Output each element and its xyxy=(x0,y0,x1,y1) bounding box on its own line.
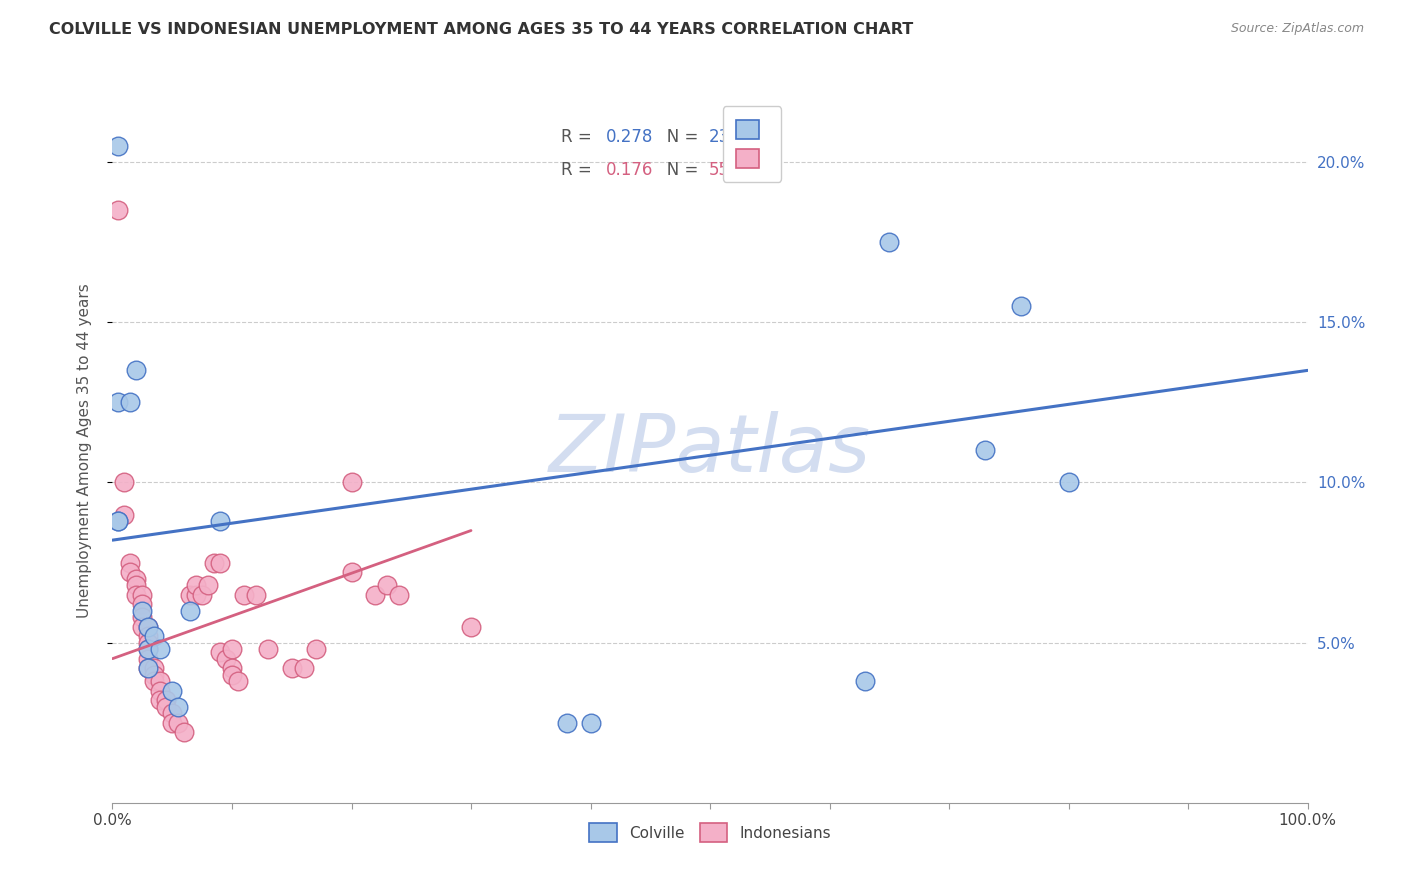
Point xyxy=(131,588,153,602)
Point xyxy=(855,674,877,689)
Point xyxy=(377,578,399,592)
Point xyxy=(364,588,387,602)
Text: 0.176: 0.176 xyxy=(606,161,654,179)
Point xyxy=(120,556,142,570)
Point xyxy=(340,565,363,579)
Point xyxy=(340,475,363,490)
Point xyxy=(226,674,249,689)
Point xyxy=(879,235,901,250)
Y-axis label: Unemployment Among Ages 35 to 44 years: Unemployment Among Ages 35 to 44 years xyxy=(77,283,91,618)
Point xyxy=(138,642,160,657)
Point xyxy=(125,363,148,377)
Point xyxy=(245,588,267,602)
Point xyxy=(107,395,129,409)
Point xyxy=(107,514,129,528)
Point xyxy=(221,667,243,681)
Point xyxy=(125,572,148,586)
Point xyxy=(131,619,153,633)
Point xyxy=(257,642,280,657)
Text: R =: R = xyxy=(561,128,596,146)
Point xyxy=(162,683,183,698)
Point xyxy=(555,715,578,730)
Text: 0.278: 0.278 xyxy=(606,128,654,146)
Point xyxy=(149,683,172,698)
Point xyxy=(233,588,256,602)
Point xyxy=(138,629,160,643)
Point xyxy=(114,508,135,522)
Point xyxy=(209,556,232,570)
Point xyxy=(138,642,160,657)
Point xyxy=(162,715,183,730)
Point xyxy=(186,588,208,602)
Point xyxy=(143,661,166,675)
Point xyxy=(149,642,172,657)
Point xyxy=(149,674,172,689)
Point xyxy=(107,139,129,153)
Point xyxy=(114,475,135,490)
Text: N =: N = xyxy=(651,161,704,179)
Text: Source: ZipAtlas.com: Source: ZipAtlas.com xyxy=(1230,22,1364,36)
Point xyxy=(138,651,160,665)
Point xyxy=(221,642,243,657)
Point xyxy=(221,661,243,675)
Point xyxy=(173,725,195,739)
Point xyxy=(155,693,177,707)
Point xyxy=(197,578,219,592)
Point xyxy=(138,619,160,633)
Point xyxy=(579,715,602,730)
Point xyxy=(143,667,166,681)
Point xyxy=(107,514,129,528)
Point xyxy=(143,674,166,689)
Point xyxy=(107,203,129,218)
Point xyxy=(131,610,153,624)
Point xyxy=(131,604,153,618)
Point xyxy=(138,619,160,633)
Point xyxy=(138,635,160,649)
Point xyxy=(155,699,177,714)
Point xyxy=(209,514,232,528)
Point xyxy=(138,661,160,675)
Point xyxy=(167,715,190,730)
Point xyxy=(292,661,315,675)
Point xyxy=(305,642,328,657)
Point xyxy=(209,645,232,659)
Text: R =: R = xyxy=(561,161,596,179)
Point xyxy=(167,699,190,714)
Point xyxy=(149,693,172,707)
Point xyxy=(1010,299,1032,313)
Point xyxy=(281,661,304,675)
Point xyxy=(460,619,482,633)
Point xyxy=(388,588,411,602)
Point xyxy=(143,629,166,643)
Point xyxy=(179,588,201,602)
Text: 23: 23 xyxy=(709,128,730,146)
Text: ZIPatlas: ZIPatlas xyxy=(548,411,872,490)
Point xyxy=(186,578,208,592)
Text: 55: 55 xyxy=(709,161,730,179)
Point xyxy=(215,651,238,665)
Point xyxy=(125,588,148,602)
Point xyxy=(1057,475,1080,490)
Point xyxy=(179,604,201,618)
Point xyxy=(120,565,142,579)
Point xyxy=(138,661,160,675)
Legend: Colville, Indonesians: Colville, Indonesians xyxy=(583,817,837,848)
Text: COLVILLE VS INDONESIAN UNEMPLOYMENT AMONG AGES 35 TO 44 YEARS CORRELATION CHART: COLVILLE VS INDONESIAN UNEMPLOYMENT AMON… xyxy=(49,22,914,37)
Point xyxy=(131,597,153,611)
Point xyxy=(202,556,225,570)
Point xyxy=(974,443,997,458)
Point xyxy=(125,578,148,592)
Point xyxy=(162,706,183,720)
Point xyxy=(191,588,214,602)
Point xyxy=(120,395,142,409)
Text: N =: N = xyxy=(651,128,704,146)
